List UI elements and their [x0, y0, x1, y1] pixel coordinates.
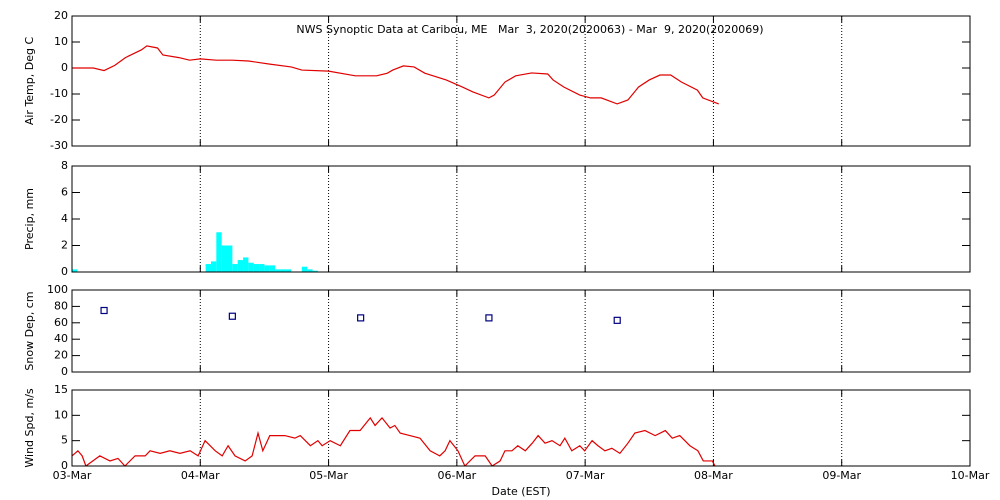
bar: [259, 264, 265, 272]
bar: [216, 232, 222, 272]
x-tick-label: 04-Mar: [181, 469, 220, 482]
y-tick-label: 0: [61, 265, 68, 278]
bar: [285, 269, 292, 272]
y-tick-label: 6: [61, 186, 68, 199]
x-tick-label: 03-Mar: [53, 469, 92, 482]
line: [72, 45, 719, 105]
y-tick-label: 8: [61, 159, 68, 172]
y-tick-label: 20: [54, 349, 68, 362]
bar: [269, 265, 276, 272]
bar: [264, 265, 270, 272]
point: [613, 316, 621, 324]
y-tick-label: -10: [50, 87, 68, 100]
y-axis-label: Snow Dep, cm: [23, 291, 36, 370]
x-tick-label: 05-Mar: [309, 469, 348, 482]
bar: [205, 264, 211, 272]
x-tick-label: 06-Mar: [437, 469, 476, 482]
bar: [248, 262, 254, 272]
y-tick-label: 0: [61, 459, 68, 472]
y-tick-label: 10: [54, 35, 68, 48]
bar: [232, 264, 238, 272]
x-axis-label: Date (EST): [491, 485, 550, 498]
plot-frame: [71, 389, 971, 467]
point: [228, 312, 236, 320]
y-tick-label: 100: [47, 283, 68, 296]
y-tick-label: -30: [50, 139, 68, 152]
bar: [301, 266, 308, 272]
bar: [253, 264, 260, 272]
x-tick-label: 08-Mar: [694, 469, 733, 482]
plot-frame: [71, 165, 971, 273]
y-tick-label: 60: [54, 316, 68, 329]
y-tick-label: 15: [54, 383, 68, 396]
bar: [280, 269, 286, 272]
plot-frame: [71, 15, 971, 147]
y-tick-label: 20: [54, 9, 68, 22]
y-tick-label: 4: [61, 212, 68, 225]
y-tick-label: -20: [50, 113, 68, 126]
y-axis-label: Precip, mm: [23, 188, 36, 250]
x-tick-label: 10-Mar: [951, 469, 990, 482]
bar: [72, 269, 78, 272]
x-tick-label: 09-Mar: [822, 469, 861, 482]
bar: [210, 261, 217, 272]
y-tick-label: 80: [54, 299, 68, 312]
bar: [312, 270, 318, 272]
point: [357, 314, 365, 322]
y-tick-label: 5: [61, 434, 68, 447]
bar: [221, 245, 228, 272]
point: [100, 306, 108, 315]
y-tick-label: 10: [54, 408, 68, 421]
y-tick-label: 40: [54, 332, 68, 345]
x-tick-label: 07-Mar: [566, 469, 605, 482]
y-tick-label: 2: [61, 239, 68, 252]
bar: [227, 245, 233, 272]
point: [485, 314, 493, 322]
bar: [275, 269, 281, 272]
bar: [307, 269, 313, 272]
chart-title: NWS Synoptic Data at Caribou, ME Mar 3, …: [296, 23, 763, 36]
line: [72, 416, 716, 466]
y-tick-label: 0: [61, 61, 68, 74]
y-axis-label: Wind Spd, m/s: [23, 388, 36, 468]
bar: [243, 257, 249, 272]
y-tick-label: 0: [61, 365, 68, 378]
bar: [237, 260, 244, 272]
plot-frame: [71, 289, 971, 373]
y-axis-label: Air Temp, Deg C: [23, 37, 36, 126]
